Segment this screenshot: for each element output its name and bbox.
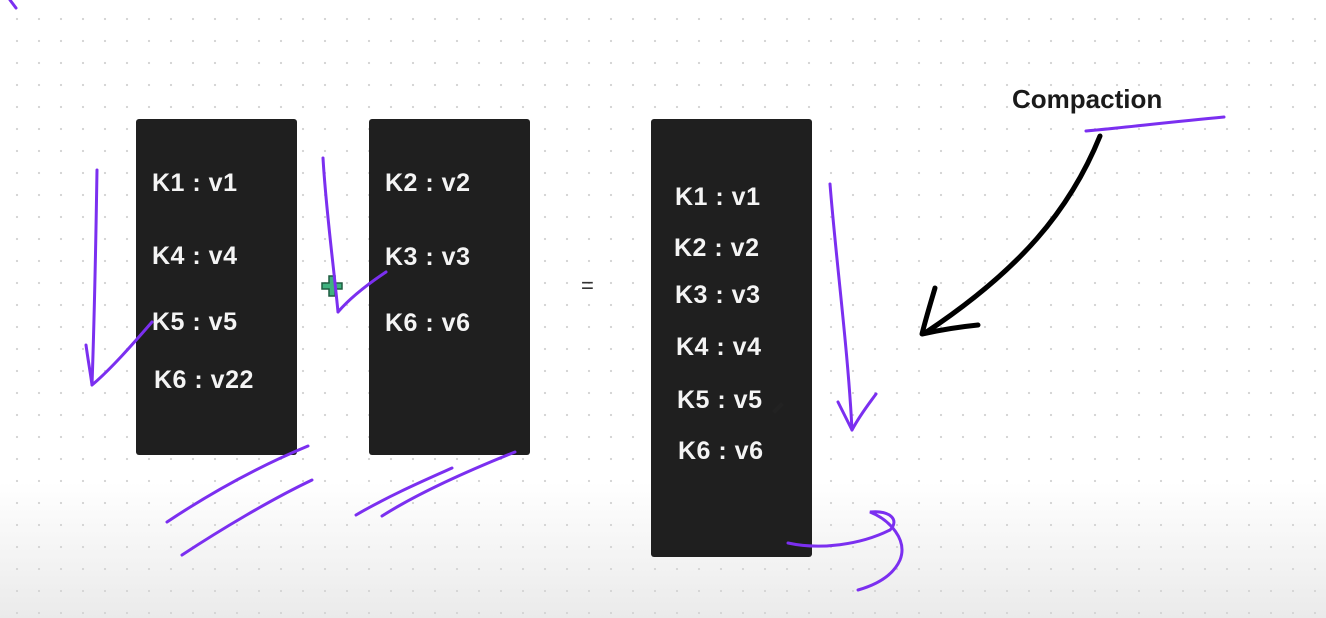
ink-arrow-merged xyxy=(828,182,878,432)
merged-entry-k2: K2 : v2 xyxy=(674,234,760,262)
equals-operator: = xyxy=(581,273,594,298)
sstable-block-1: K1 : v1 K4 : v4 K5 : v5 K6 : v22 xyxy=(136,119,297,455)
entry-k2: K2 : v2 xyxy=(385,169,471,197)
plus-icon xyxy=(321,275,343,297)
entry-k6: K6 : v22 xyxy=(154,366,254,394)
entry-k3: K3 : v3 xyxy=(385,243,471,271)
merged-entry-k6: K6 : v6 xyxy=(678,437,764,465)
compaction-arrow xyxy=(922,133,1103,336)
sstable-block-2: K2 : v2 K3 : v3 K6 : v6 xyxy=(369,119,530,455)
entry-k4: K4 : v4 xyxy=(152,242,238,270)
merged-entry-k5: K5 : v5 xyxy=(677,386,763,414)
compaction-arrowhead xyxy=(919,285,981,337)
ink-scribble-block2 xyxy=(354,450,517,518)
merged-entry-k1: K1 : v1 xyxy=(675,183,761,211)
compacted-block: K1 : v1 K2 : v2 K3 : v3 K4 : v4 K5 : v5 … xyxy=(651,119,812,557)
entry-k6-b: K6 : v6 xyxy=(385,309,471,337)
entry-k5: K5 : v5 xyxy=(152,308,238,336)
plus-operator xyxy=(320,274,344,298)
merged-entry-k3: K3 : v3 xyxy=(675,281,761,309)
ink-underline-compaction xyxy=(1084,115,1226,133)
compaction-label: Compaction xyxy=(1012,84,1163,114)
entry-k1: K1 : v1 xyxy=(152,169,238,197)
ink-stroke-corner xyxy=(8,0,18,10)
merged-entry-k4: K4 : v4 xyxy=(676,333,762,361)
ink-scribble-block1 xyxy=(165,444,314,557)
